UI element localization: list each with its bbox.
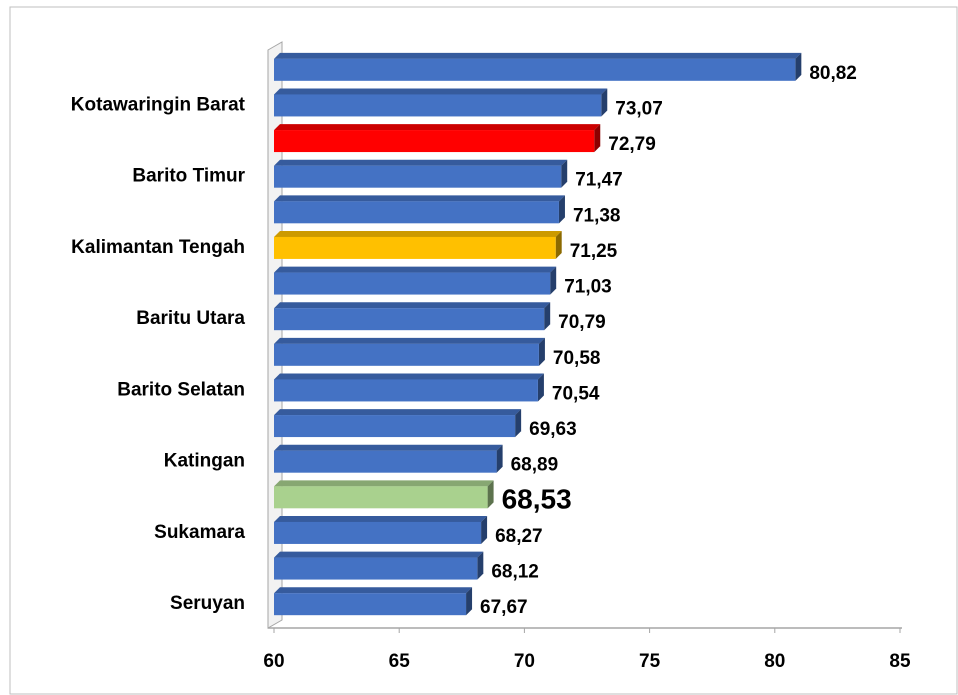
bar — [274, 130, 595, 153]
x-tick-label: 60 — [263, 651, 284, 672]
y-tick-label: Sukamara — [154, 522, 245, 543]
bar-side — [601, 88, 608, 117]
y-tick-label: Barito Timur — [132, 166, 245, 187]
bar — [274, 94, 602, 117]
bar-side — [558, 195, 565, 224]
value-label: 70,54 — [552, 383, 600, 404]
bar-top — [274, 587, 473, 594]
value-label: 68,27 — [495, 526, 543, 547]
y-tick-label: Kotawaringin Barat — [71, 94, 246, 115]
bar-side — [594, 124, 601, 153]
frame — [9, 6, 958, 695]
bar-top — [274, 302, 551, 309]
bar-top — [274, 409, 522, 416]
bar-top — [274, 444, 503, 451]
bar-side — [481, 515, 488, 544]
x-tick-label: 80 — [764, 651, 785, 672]
bar — [274, 557, 478, 580]
bar-top — [274, 373, 544, 380]
bar-side — [561, 159, 568, 188]
y-tick-label: Barito Selatan — [117, 379, 245, 400]
value-label: 71,38 — [573, 205, 621, 226]
bar-side — [550, 266, 557, 295]
value-label: 68,12 — [491, 562, 539, 583]
y-tick-label: Kalimantan Tengah — [71, 237, 245, 258]
y-tick-label: Seruyan — [170, 593, 245, 614]
bar-top — [274, 230, 562, 237]
value-label: 69,63 — [529, 419, 577, 440]
value-label: 71,25 — [570, 241, 618, 262]
bar-top — [274, 159, 568, 166]
back-wall — [267, 41, 283, 629]
bar-side — [795, 52, 802, 81]
x-tick-label: 70 — [514, 651, 535, 672]
bar-side — [538, 337, 545, 366]
value-label: 70,79 — [558, 312, 606, 333]
bar-top — [274, 195, 565, 202]
bar — [274, 379, 538, 402]
bar — [274, 165, 562, 188]
bar-top — [274, 266, 557, 273]
bar-top — [274, 52, 802, 59]
bar — [274, 201, 559, 224]
bar-side — [544, 302, 551, 331]
bar-side — [466, 587, 473, 616]
x-tick-label: 65 — [389, 651, 411, 672]
bar-top — [274, 337, 545, 344]
value-label: 71,47 — [575, 170, 623, 191]
bar — [274, 450, 497, 473]
value-label: 70,58 — [553, 348, 601, 369]
value-label: 72,79 — [608, 134, 656, 155]
bar — [274, 415, 516, 438]
bar — [274, 236, 556, 259]
bar — [274, 486, 488, 509]
bar — [274, 593, 467, 616]
bar-side — [515, 409, 522, 438]
value-label: 68,89 — [511, 455, 559, 476]
value-label: 67,67 — [480, 597, 528, 618]
bar-side — [537, 373, 544, 402]
bar — [274, 58, 796, 81]
bar-side — [477, 551, 484, 580]
x-tick-label: 85 — [889, 651, 911, 672]
bar — [274, 308, 545, 331]
y-tick-label: Katingan — [164, 451, 245, 472]
bar-top — [274, 480, 494, 487]
bar-top — [274, 88, 608, 95]
bar-top — [274, 551, 484, 558]
bar — [274, 272, 551, 295]
x-tick-label: 75 — [639, 651, 661, 672]
value-label: 68,53 — [502, 484, 572, 515]
y-tick-label: Baritu Utara — [136, 308, 245, 329]
value-label: 73,07 — [615, 98, 663, 119]
value-label: 71,03 — [564, 277, 612, 298]
bar-top — [274, 124, 601, 131]
bar-side — [487, 480, 494, 509]
bar-top — [274, 515, 488, 522]
bar-side — [555, 230, 562, 259]
bar — [274, 521, 482, 544]
value-label: 80,82 — [809, 63, 857, 84]
bar-side — [496, 444, 503, 473]
bar — [274, 343, 539, 366]
